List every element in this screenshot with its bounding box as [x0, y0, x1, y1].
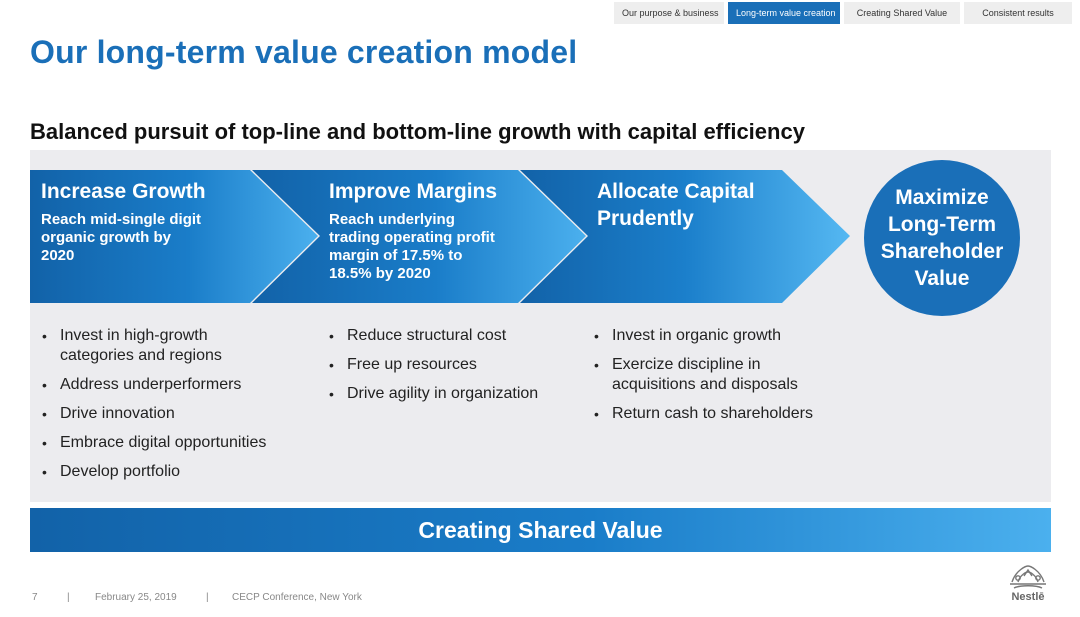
list-item: Invest in high-growth categories and reg… — [42, 326, 312, 366]
creating-shared-value-banner: Creating Shared Value — [30, 508, 1051, 552]
pillar-margins-heading: Improve Margins — [329, 180, 498, 203]
pillar-growth-text: Increase Growth Reach mid-single digit o… — [41, 178, 271, 265]
list-item: Invest in organic growth — [594, 326, 854, 346]
pillar-growth-target-line: Reach mid-single digit — [41, 211, 202, 228]
pillar-margins-target-line: margin of 17.5% to — [329, 247, 463, 264]
list-item: Exercize discipline in acquisitions and … — [594, 355, 854, 395]
banner-label: Creating Shared Value — [418, 516, 663, 543]
pillar-capital-heading-line: Prudently — [597, 207, 694, 230]
footer-event: CECP Conference, New York — [232, 592, 362, 603]
growth-bullet-list: Invest in high-growth categories and reg… — [42, 326, 312, 491]
list-item: Embrace digital opportunities — [42, 433, 312, 453]
capital-bullet-list: Invest in organic growth Exercize discip… — [594, 326, 854, 433]
nestle-logo-icon — [1010, 565, 1046, 589]
margins-bullet-list: Reduce structural cost Free up resources… — [329, 326, 579, 413]
tab-our-purpose[interactable]: Our purpose & business — [614, 2, 724, 24]
list-item: Drive innovation — [42, 404, 312, 424]
tab-consistent-results[interactable]: Consistent results — [964, 2, 1072, 24]
goal-circle: Maximize Long-Term Shareholder Value — [864, 160, 1020, 316]
pillar-growth-target: Reach mid-single digit organic growth by… — [41, 211, 271, 265]
pillar-growth-heading: Increase Growth — [41, 180, 206, 203]
pillar-growth-target-line: organic growth by — [41, 229, 172, 246]
list-item: Reduce structural cost — [329, 326, 579, 346]
logo-wordmark: Nestlē — [1011, 591, 1045, 603]
list-item: Develop portfolio — [42, 462, 312, 482]
arrow-allocate-capital — [520, 170, 850, 303]
goal-line: Long-Term — [887, 213, 997, 236]
section-nav: Our purpose & business Long-term value c… — [614, 2, 1072, 24]
slide-title: Our long-term value creation model — [30, 34, 578, 70]
goal-text: Maximize Long-Term Shareholder Value — [881, 184, 1004, 292]
pillar-arrows — [30, 170, 850, 303]
list-item-line: Invest in high-growth — [60, 327, 208, 344]
footer-date: February 25, 2019 — [95, 592, 177, 603]
list-item: Free up resources — [329, 355, 579, 375]
goal-line: Maximize — [895, 186, 989, 209]
list-item: Drive agility in organization — [329, 384, 579, 404]
arrow-improve-margins — [252, 170, 586, 303]
goal-line: Shareholder — [880, 240, 1004, 263]
page-number: 7 — [32, 592, 38, 603]
list-item-line: Exercize discipline in — [612, 356, 761, 373]
pillar-margins-target-line: Reach underlying — [329, 211, 455, 228]
pillar-margins-target: Reach underlying trading operating profi… — [329, 211, 569, 283]
pillar-margins-target-line: trading operating profit — [329, 229, 495, 246]
list-item-line: categories and regions — [60, 347, 222, 364]
tab-creating-shared-value[interactable]: Creating Shared Value — [844, 2, 960, 24]
pillar-growth-target-line: 2020 — [41, 247, 75, 264]
pillar-capital-heading-line: Allocate Capital — [597, 180, 755, 203]
pillar-margins-target-line: 18.5% by 2020 — [329, 265, 431, 282]
footer-separator: | — [67, 592, 70, 603]
tab-long-term-value-creation[interactable]: Long-term value creation — [728, 2, 840, 24]
pillar-capital-heading: Allocate Capital Prudently — [597, 178, 817, 232]
list-item: Address underperformers — [42, 375, 312, 395]
goal-line: Value — [914, 267, 970, 290]
pillar-margins-text: Improve Margins Reach underlying trading… — [329, 178, 569, 283]
list-item: Return cash to shareholders — [594, 404, 854, 424]
slide-subtitle: Balanced pursuit of top-line and bottom-… — [30, 119, 805, 144]
pillar-capital-text: Allocate Capital Prudently — [597, 178, 817, 232]
footer-separator: | — [206, 592, 209, 603]
list-item-line: acquisitions and disposals — [612, 376, 798, 393]
arrow-increase-growth — [30, 170, 318, 303]
